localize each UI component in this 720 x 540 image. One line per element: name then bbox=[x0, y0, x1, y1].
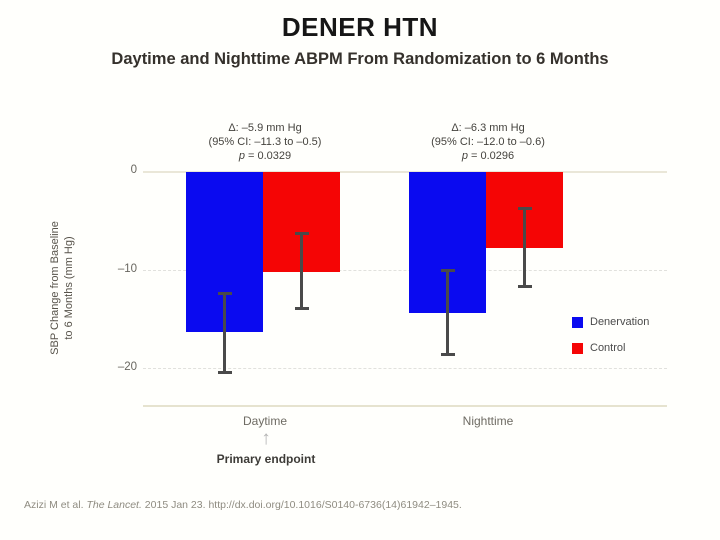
y-tick-label: –10 bbox=[117, 262, 137, 275]
slide-title: DENER HTN bbox=[281, 12, 439, 42]
annotation-nighttime: Δ: –6.3 mm Hg (95% CI: –12.0 to –0.6) p = … bbox=[431, 122, 545, 162]
x-label-daytime: Daytime bbox=[242, 414, 287, 428]
error-bar-cap-top-denervation-daytime bbox=[217, 292, 232, 296]
legend-swatch-denervation bbox=[572, 316, 583, 328]
legend-item-control: Control bbox=[572, 339, 649, 357]
error-bar-cap-top-control-nighttime bbox=[517, 207, 532, 211]
y-axis-label-line1: SBP Change from Baseline bbox=[49, 221, 61, 355]
gridline-0 bbox=[143, 171, 667, 173]
y-axis-label-line2: to 6 Months (mm Hg) bbox=[63, 236, 75, 340]
legend-label-denervation: Denervation bbox=[590, 316, 650, 328]
citation-journal: The Lancet. bbox=[86, 499, 142, 511]
y-tick-label: 0 bbox=[130, 164, 137, 176]
error-bar-cap-bottom-denervation-nighttime bbox=[440, 353, 455, 357]
legend-swatch-control bbox=[572, 342, 583, 354]
slide-subtitle: Daytime and Nighttime ABPM From Randomiz… bbox=[111, 50, 609, 68]
error-bar-control-daytime bbox=[300, 233, 303, 309]
error-bar-cap-top-denervation-nighttime bbox=[440, 268, 455, 272]
x-label-nighttime: Nighttime bbox=[462, 414, 514, 428]
error-bar-cap-bottom-denervation-daytime bbox=[217, 370, 232, 374]
citation: Azizi M et al. The Lancet. 2015 Jan 23. … bbox=[24, 499, 704, 511]
gridline--20 bbox=[143, 368, 667, 369]
annotation-daytime: Δ: –5.9 mm Hg (95% CI: –11.3 to –0.5) p = … bbox=[208, 122, 322, 162]
legend-item-denervation: Denervation bbox=[572, 313, 649, 331]
legend-label-control: Control bbox=[590, 342, 626, 354]
error-bar-denervation-daytime bbox=[223, 293, 226, 373]
error-bar-cap-top-control-daytime bbox=[294, 232, 309, 236]
y-axis-label: SBP Change from Baseline to 6 Months (mm… bbox=[48, 170, 82, 406]
error-bar-denervation-nighttime bbox=[446, 269, 449, 356]
y-tick-label: –20 bbox=[117, 361, 137, 373]
up-arrow-icon: ↑ bbox=[261, 428, 271, 449]
error-bar-cap-bottom-control-daytime bbox=[294, 306, 309, 310]
legend: Denervation Control bbox=[572, 313, 649, 365]
citation-doi: 2015 Jan 23. http://dx.doi.org/10.1016/S… bbox=[141, 499, 462, 511]
gridline--10 bbox=[143, 269, 667, 271]
error-bar-control-nighttime bbox=[523, 208, 526, 288]
citation-authors: Azizi M et al. bbox=[24, 499, 87, 511]
error-bar-cap-bottom-control-nighttime bbox=[517, 285, 532, 289]
primary-endpoint-label: Primary endpoint bbox=[216, 452, 316, 466]
x-axis-line bbox=[143, 405, 667, 407]
